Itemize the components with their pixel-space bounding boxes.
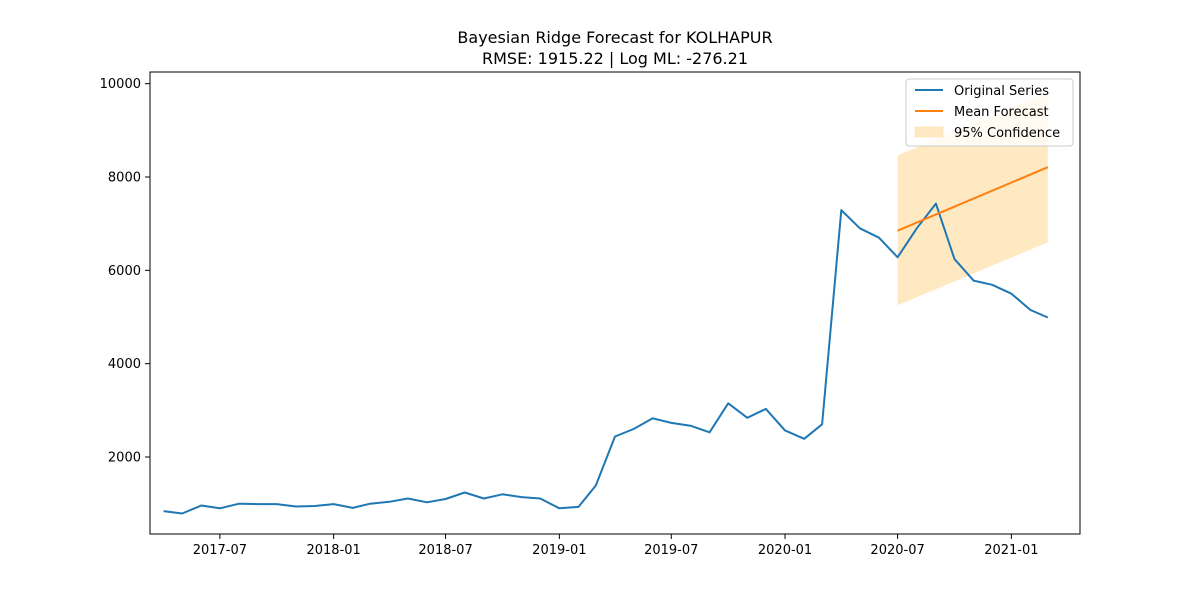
y-tick-label: 2000 [108,451,141,466]
legend: Original Series Mean Forecast 95% Confid… [905,78,1074,147]
legend-box [905,78,1074,147]
legend-original-label: Original Series [954,84,1049,99]
x-tick-label: 2020-07 [870,543,924,558]
chart-title: Bayesian Ridge Forecast for KOLHAPUR [457,28,772,47]
plot-frame [149,71,1081,535]
y-tick-label: 10000 [100,77,141,92]
x-tick-label: 2017-07 [193,543,247,558]
legend-confidence-swatch [914,126,944,138]
x-tick-label: 2019-07 [644,543,698,558]
original-series-line [163,202,1049,515]
y-tick-label: 6000 [108,264,141,279]
mean-forecast-line [897,166,1049,232]
chart-subtitle: RMSE: 1915.22 | Log ML: -276.21 [482,49,748,68]
y-tick-label: 4000 [108,357,141,372]
y-tick-label: 8000 [108,171,141,186]
x-tick-label: 2018-01 [306,543,360,558]
legend-confidence-label: 95% Confidence [954,126,1060,141]
legend-forecast-label: Mean Forecast [954,105,1049,120]
y-axis: 2000 4000 6000 8000 10000 [100,77,150,466]
x-tick-label: 2021-01 [984,543,1038,558]
plot-area [163,92,1049,515]
x-tick-label: 2019-01 [532,543,586,558]
x-tick-label: 2020-01 [758,543,812,558]
x-axis: 2017-07 2018-01 2018-07 2019-01 2019-07 2020-… [193,534,1039,558]
x-tick-label: 2018-07 [418,543,472,558]
